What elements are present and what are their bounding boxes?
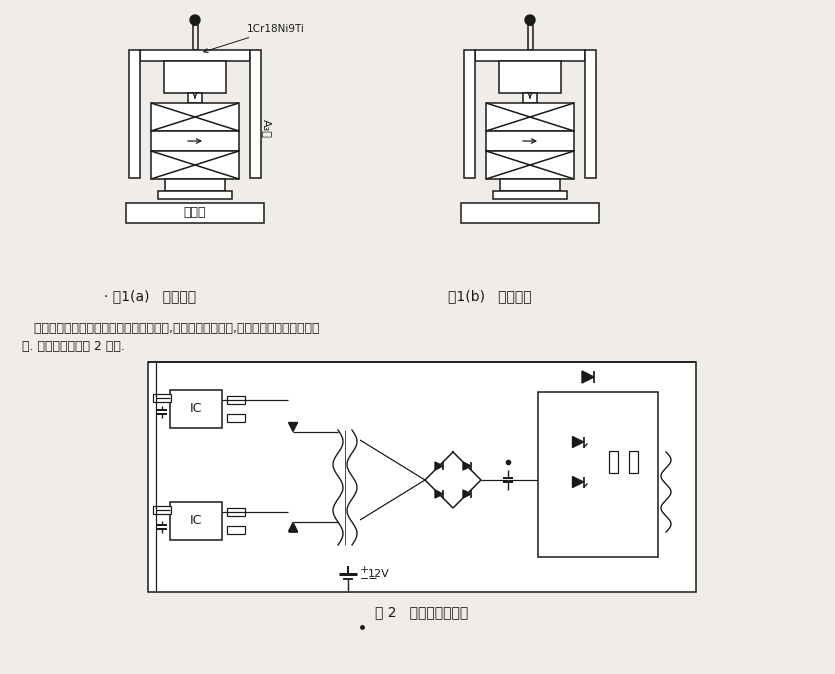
Bar <box>227 414 245 422</box>
Bar <box>493 191 567 199</box>
Bar <box>151 103 239 131</box>
Bar <box>164 61 226 93</box>
Text: · 图1(a)   吸持状态: · 图1(a) 吸持状态 <box>104 289 196 303</box>
Polygon shape <box>582 371 594 383</box>
Bar <box>528 25 533 50</box>
Text: IC: IC <box>190 514 202 528</box>
Bar <box>188 93 202 103</box>
Text: IC: IC <box>190 402 202 415</box>
Polygon shape <box>573 477 584 487</box>
Bar <box>227 396 245 404</box>
Polygon shape <box>463 462 471 470</box>
Circle shape <box>525 15 535 25</box>
Bar <box>461 203 599 223</box>
Bar <box>153 506 171 514</box>
Text: 带电源不便的问题及在无电源的场合使用,我们采用电池供电,电容储能式充电和放电电: 带电源不便的问题及在无电源的场合使用,我们采用电池供电,电容储能式充电和放电电 <box>22 322 320 335</box>
Bar <box>538 392 658 557</box>
Text: +: + <box>360 565 369 575</box>
Bar <box>609 451 618 473</box>
Bar <box>151 151 239 179</box>
Bar <box>170 502 222 540</box>
Bar <box>500 179 560 191</box>
Bar <box>126 203 264 223</box>
Bar <box>153 394 171 402</box>
Text: 被吸件: 被吸件 <box>184 206 206 220</box>
Text: 路. 其线路原理如图 2 所示.: 路. 其线路原理如图 2 所示. <box>22 340 125 353</box>
Bar <box>250 50 261 178</box>
Polygon shape <box>573 437 584 448</box>
Bar <box>148 362 696 592</box>
Text: 12V: 12V <box>368 569 390 579</box>
Text: 图 2   充退磁控制电路: 图 2 充退磁控制电路 <box>376 605 468 619</box>
Circle shape <box>190 15 200 25</box>
Text: A₃鈢: A₃鈢 <box>262 119 272 138</box>
Polygon shape <box>463 490 471 498</box>
Bar <box>475 50 585 61</box>
Bar <box>227 508 245 516</box>
Bar <box>585 50 596 178</box>
Text: 1Cr18Ni9Ti: 1Cr18Ni9Ti <box>204 24 305 53</box>
Bar <box>140 50 250 61</box>
Bar <box>129 50 140 178</box>
Bar <box>158 191 232 199</box>
Polygon shape <box>435 490 443 498</box>
Bar <box>499 61 561 93</box>
Bar <box>151 131 239 151</box>
Text: 图1(b)   释放状态: 图1(b) 释放状态 <box>448 289 532 303</box>
Bar <box>523 93 537 103</box>
Polygon shape <box>289 423 297 431</box>
Polygon shape <box>289 522 297 532</box>
Bar <box>227 526 245 534</box>
Bar <box>170 390 222 428</box>
Bar <box>486 131 574 151</box>
Bar <box>629 451 637 473</box>
Bar <box>486 103 574 131</box>
Bar <box>486 151 574 179</box>
Bar <box>193 25 198 50</box>
Polygon shape <box>435 462 443 470</box>
Bar <box>165 179 225 191</box>
Bar <box>464 50 475 178</box>
Text: −−: −− <box>360 574 379 584</box>
